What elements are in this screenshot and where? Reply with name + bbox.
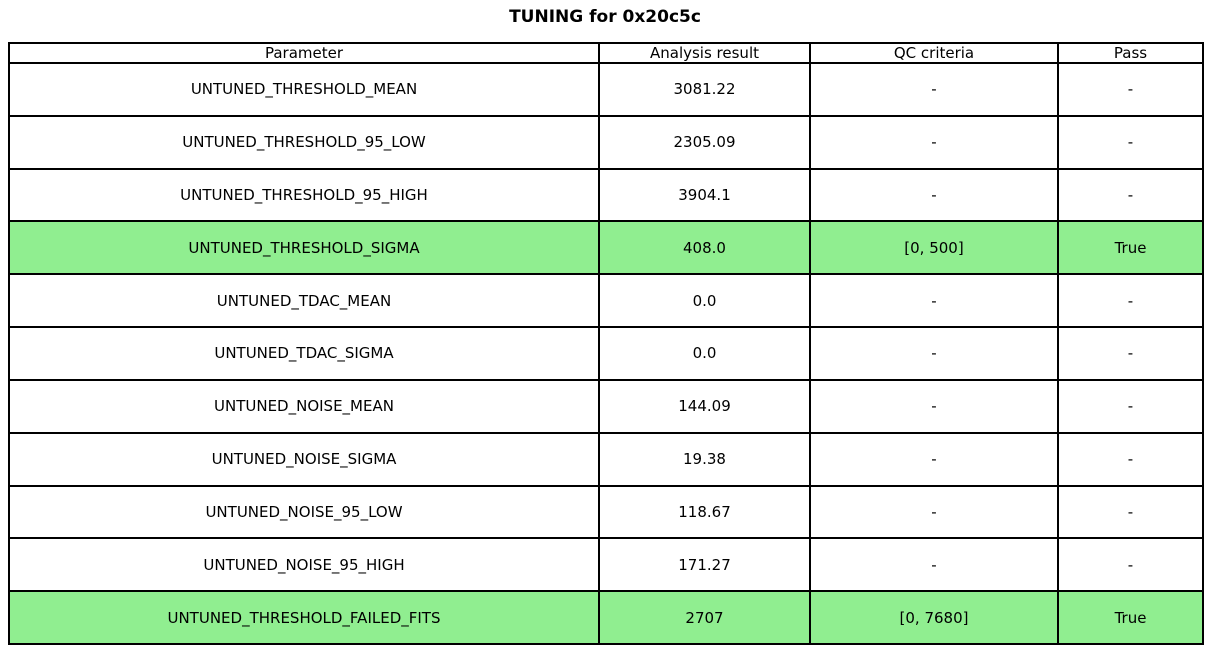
- cell-parameter: UNTUNED_NOISE_95_LOW: [8, 484, 600, 540]
- table-row-highlighted: UNTUNED_THRESHOLD_FAILED_FITS 2707 [0, 7…: [8, 590, 1204, 645]
- cell-analysis-result: 144.09: [598, 378, 811, 434]
- cell-qc-criteria: -: [809, 62, 1059, 117]
- cell-pass: True: [1057, 590, 1204, 645]
- cell-parameter: UNTUNED_TDAC_MEAN: [8, 273, 600, 329]
- cell-analysis-result: 118.67: [598, 484, 811, 540]
- cell-pass: True: [1057, 220, 1204, 276]
- cell-qc-criteria: [0, 500]: [809, 220, 1059, 276]
- header-row: Parameter Analysis result QC criteria Pa…: [8, 42, 1204, 64]
- cell-pass: -: [1057, 326, 1204, 381]
- cell-parameter: UNTUNED_NOISE_95_HIGH: [8, 537, 600, 593]
- cell-parameter: UNTUNED_NOISE_SIGMA: [8, 431, 600, 487]
- qc-results-table: Parameter Analysis result QC criteria Pa…: [8, 42, 1204, 645]
- cell-qc-criteria: -: [809, 114, 1059, 170]
- cell-qc-criteria: -: [809, 273, 1059, 329]
- cell-qc-criteria: -: [809, 167, 1059, 223]
- cell-qc-criteria: -: [809, 431, 1059, 487]
- cell-parameter: UNTUNED_THRESHOLD_SIGMA: [8, 220, 600, 276]
- header-qc-criteria: QC criteria: [809, 42, 1059, 64]
- cell-pass: -: [1057, 431, 1204, 487]
- cell-parameter: UNTUNED_NOISE_MEAN: [8, 378, 600, 434]
- cell-qc-criteria: -: [809, 484, 1059, 540]
- cell-parameter: UNTUNED_TDAC_SIGMA: [8, 326, 600, 381]
- chart-title: TUNING for 0x20c5c: [509, 7, 701, 27]
- table-row: UNTUNED_NOISE_SIGMA 19.38 - -: [8, 431, 1204, 487]
- table-row: UNTUNED_NOISE_MEAN 144.09 - -: [8, 378, 1204, 434]
- header-parameter: Parameter: [8, 42, 600, 64]
- cell-analysis-result: 2305.09: [598, 114, 811, 170]
- cell-analysis-result: 2707: [598, 590, 811, 645]
- cell-analysis-result: 3904.1: [598, 167, 811, 223]
- cell-analysis-result: 0.0: [598, 326, 811, 381]
- cell-analysis-result: 19.38: [598, 431, 811, 487]
- table-row: UNTUNED_TDAC_MEAN 0.0 - -: [8, 273, 1204, 329]
- cell-pass: -: [1057, 378, 1204, 434]
- cell-parameter: UNTUNED_THRESHOLD_95_LOW: [8, 114, 600, 170]
- cell-analysis-result: 0.0: [598, 273, 811, 329]
- cell-analysis-result: 171.27: [598, 537, 811, 593]
- cell-parameter: UNTUNED_THRESHOLD_95_HIGH: [8, 167, 600, 223]
- cell-pass: -: [1057, 484, 1204, 540]
- cell-qc-criteria: -: [809, 326, 1059, 381]
- table-row: UNTUNED_THRESHOLD_95_LOW 2305.09 - -: [8, 114, 1204, 170]
- cell-pass: -: [1057, 537, 1204, 593]
- header-analysis-result: Analysis result: [598, 42, 811, 64]
- table-row: UNTUNED_THRESHOLD_95_HIGH 3904.1 - -: [8, 167, 1204, 223]
- cell-analysis-result: 3081.22: [598, 62, 811, 117]
- cell-pass: -: [1057, 167, 1204, 223]
- cell-qc-criteria: -: [809, 537, 1059, 593]
- cell-pass: -: [1057, 273, 1204, 329]
- table-row: UNTUNED_NOISE_95_LOW 118.67 - -: [8, 484, 1204, 540]
- cell-pass: -: [1057, 114, 1204, 170]
- table-row-highlighted: UNTUNED_THRESHOLD_SIGMA 408.0 [0, 500] T…: [8, 220, 1204, 276]
- header-pass: Pass: [1057, 42, 1204, 64]
- cell-qc-criteria: [0, 7680]: [809, 590, 1059, 645]
- table-row: UNTUNED_NOISE_95_HIGH 171.27 - -: [8, 537, 1204, 593]
- table-row: UNTUNED_THRESHOLD_MEAN 3081.22 - -: [8, 62, 1204, 117]
- cell-analysis-result: 408.0: [598, 220, 811, 276]
- cell-parameter: UNTUNED_THRESHOLD_FAILED_FITS: [8, 590, 600, 645]
- cell-qc-criteria: -: [809, 378, 1059, 434]
- cell-pass: -: [1057, 62, 1204, 117]
- table-row: UNTUNED_TDAC_SIGMA 0.0 - -: [8, 326, 1204, 381]
- cell-parameter: UNTUNED_THRESHOLD_MEAN: [8, 62, 600, 117]
